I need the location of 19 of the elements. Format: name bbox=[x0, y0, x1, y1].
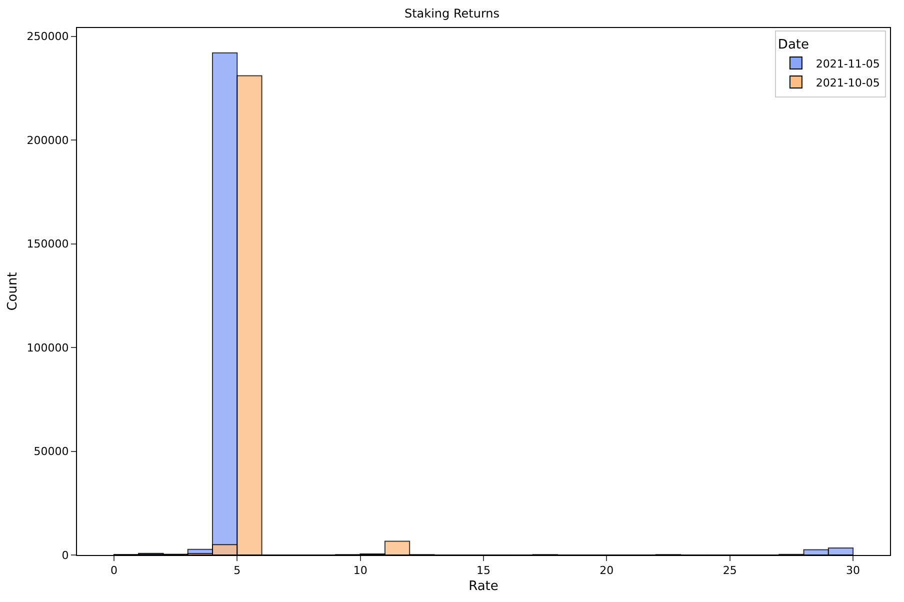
x-tick-label: 10 bbox=[353, 564, 368, 578]
x-axis-title: Rate bbox=[468, 578, 498, 594]
y-tick-label: 250000 bbox=[26, 30, 69, 44]
legend-label: 2021-11-05 bbox=[816, 57, 880, 70]
x-tick-label: 30 bbox=[846, 564, 860, 578]
x-tick-label: 5 bbox=[234, 564, 241, 578]
chart-title: Staking Returns bbox=[404, 6, 500, 20]
y-tick-label: 0 bbox=[62, 548, 69, 562]
y-tick-label: 50000 bbox=[34, 445, 69, 458]
y-axis-title: Count bbox=[6, 272, 21, 311]
x-tick-label: 0 bbox=[110, 564, 118, 578]
legend-label: 2021-10-05 bbox=[816, 76, 880, 90]
y-tick-label: 150000 bbox=[26, 238, 69, 251]
legend-title: Date bbox=[778, 38, 810, 53]
y-tick-label: 100000 bbox=[26, 341, 69, 354]
x-tick-label: 15 bbox=[476, 564, 490, 578]
x-tick-label: 20 bbox=[600, 564, 614, 578]
x-tick-label: 25 bbox=[722, 564, 737, 578]
y-tick-label: 200000 bbox=[26, 134, 69, 147]
